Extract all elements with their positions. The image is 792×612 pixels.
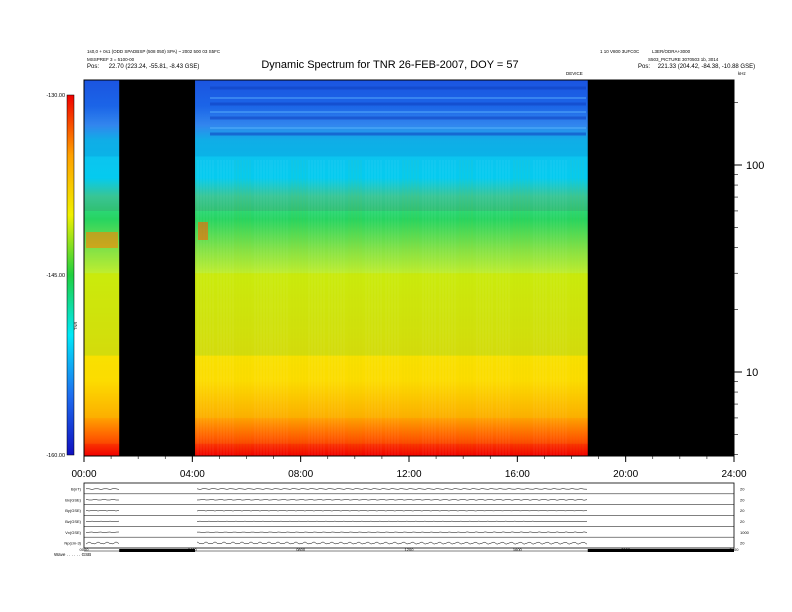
lower-row-label: By(GSE)	[65, 508, 81, 513]
lower-row-right-label: 20	[740, 541, 745, 546]
x-tick-label: 04:00	[180, 469, 205, 480]
lower-row-trace	[85, 509, 588, 512]
chart-title: Dynamic Spectrum for TNR 26-FEB-2007, DO…	[261, 59, 519, 71]
lower-row-right-label: 20	[740, 519, 745, 524]
header-right-line1: 1 10 V800 3UFC0C	[600, 49, 640, 54]
lower-row-label: B(nT)	[71, 486, 82, 491]
lower-row-trace	[86, 488, 588, 490]
header-right-line3: L3ER/ODRA+3000	[652, 49, 691, 54]
x-tick-label: 12:00	[396, 469, 421, 480]
lower-row-right-label: 20	[740, 486, 745, 491]
x-tick-label: 20:00	[613, 469, 638, 480]
colorbar-tick-label: -130.00	[46, 93, 65, 99]
lower-row-right-label: 20	[740, 508, 745, 513]
colorbar	[66, 94, 75, 456]
colorbar-label: TNR	[73, 322, 78, 330]
lower-bottom-left-label: Wave . . . . . . GSB	[54, 552, 92, 557]
y-axis-right-ticks: 100 10	[734, 102, 764, 455]
burst-feature	[198, 222, 208, 240]
header-right-pos-label: Pos:	[638, 64, 651, 70]
lower-row-label: Bz(GSE)	[65, 519, 81, 524]
header-right-line2: S503_PICTURE 3070503 1b, 3014	[648, 57, 719, 62]
x-tick-label: 08:00	[288, 469, 313, 480]
y-right-unit: kHz	[738, 71, 746, 76]
header-left-pos-label: Pos:	[87, 64, 100, 70]
lower-row-label: Vx(GSE)	[65, 530, 81, 535]
lower-gap-bar	[119, 549, 196, 552]
lower-time-tick-label: 0000	[80, 547, 90, 552]
lower-panels: B(nT) 20 Bx(GSE) 20 By(GSE) 20 Bz(GSE) 20 Vx(GSE…	[64, 482, 750, 552]
header-right-pos: Pos: 221.33 (204.42, -84.38, -10.88 GSE)	[638, 64, 755, 71]
lower-row-trace	[85, 541, 588, 545]
header-left-line2: MSSPREF 3 = 5100-00	[87, 57, 135, 62]
data-gap	[587, 80, 734, 456]
data-gap	[119, 80, 196, 456]
colorbar-ticks: -130.00 -145.00 -160.00	[46, 93, 65, 459]
colorbar-tick-label: -160.00	[46, 453, 65, 459]
colorbar-tick-label: -145.00	[46, 273, 65, 279]
lower-row-trace	[85, 520, 588, 523]
header-left-pos-value: 22.70 (223.24, -55.81, -8.43 GSE)	[108, 64, 200, 70]
x-tick-label: 16:00	[505, 469, 530, 480]
lower-time-tick-label: 1600	[513, 547, 523, 552]
lower-row-label: Bx(GSE)	[65, 497, 81, 502]
header-device-label: DEVICE	[566, 71, 583, 76]
x-axis-ticks: 00:00 04:00 08:00 12:00 16:00 20:00 24:00	[71, 456, 747, 480]
lower-row-label: Np(cm-3)	[64, 541, 81, 546]
y-tick-label: 10	[746, 367, 758, 379]
lower-time-tick-label: 0400	[188, 547, 198, 552]
header-left-pos: Pos: 22.70 (223.24, -55.81, -8.43 GSE)	[87, 64, 199, 71]
lower-row-trace	[85, 531, 588, 533]
lower-row-right-label: 20	[740, 497, 745, 502]
lower-time-tick-label: 0800	[296, 547, 306, 552]
lower-time-tick-label: 1200	[405, 547, 415, 552]
x-tick-label: 24:00	[721, 469, 746, 480]
y-tick-label: 100	[746, 160, 764, 172]
lower-row-right-label: 1000	[740, 530, 750, 535]
lower-row-trace	[85, 499, 588, 501]
lower-gap-bar	[587, 549, 734, 552]
lower-time-tick-label: 2400	[730, 547, 740, 552]
lower-time-tick-label: 2000	[621, 547, 631, 552]
data-gaps	[119, 80, 734, 456]
x-tick-label: 00:00	[71, 469, 96, 480]
burst-feature	[86, 232, 118, 248]
header-right-pos-value: 221.33 (204.42, -84.38, -10.88 GSE)	[657, 64, 756, 70]
header-left-line1: 1s0,0 + 0s1 (ODD SPADBSP (508 050) SPA) …	[87, 49, 221, 54]
